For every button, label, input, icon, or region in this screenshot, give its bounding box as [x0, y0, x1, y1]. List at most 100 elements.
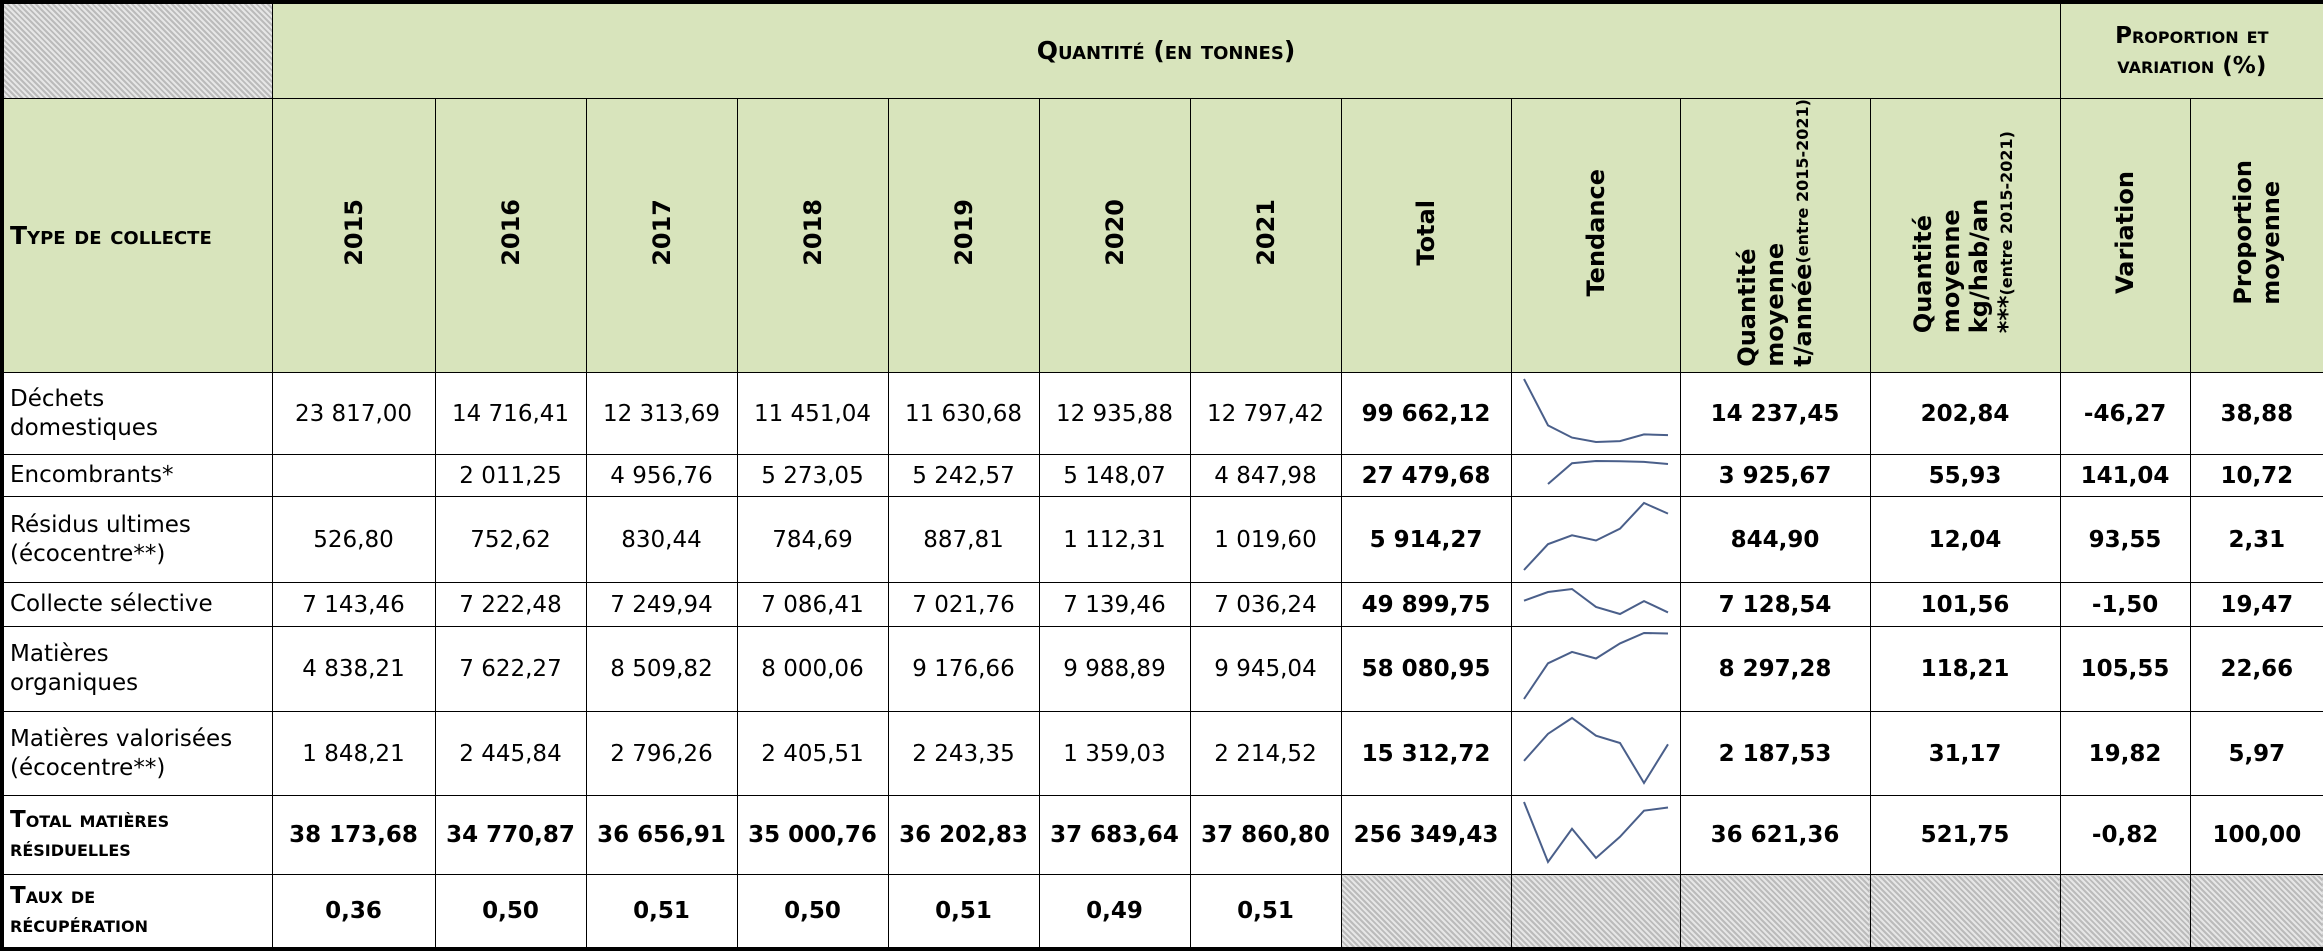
sparkline-line	[1546, 460, 1668, 485]
vertical-header: Quantité moyenne t/année(entre 2015-2021)	[1733, 98, 1817, 367]
cell: 844,90	[1679, 496, 1871, 584]
cell: 5 273,05	[736, 454, 889, 498]
cell: 14 716,41	[434, 372, 587, 456]
text-line: moyenne	[2256, 180, 2285, 305]
column-header: Quantité moyenne kg/hab/an ***(entre 2015-2…	[1869, 97, 2061, 374]
row-header: Type de collecte	[1, 97, 273, 374]
cell: 521,75	[1869, 795, 2061, 876]
sparkline-line	[1522, 502, 1668, 571]
header-line: Proportion et	[2115, 22, 2269, 49]
cell: 7 139,46	[1038, 582, 1191, 628]
corner	[1, 1, 273, 99]
cell: 12,04	[1869, 496, 2061, 584]
cell: 8 000,06	[736, 626, 889, 713]
text-line: moyenne	[1937, 209, 1966, 334]
cell: 5 242,57	[887, 454, 1040, 498]
cell: 1 848,21	[271, 711, 436, 797]
text-line: 2015	[339, 198, 368, 266]
cell: 2 011,25	[434, 454, 587, 498]
cell: 0,51	[887, 874, 1040, 950]
sparkline-cell	[1510, 711, 1681, 797]
row-label: Déchets domestiques	[1, 372, 273, 456]
cell: 0,36	[271, 874, 436, 950]
text-line: Résidus ultimes	[10, 511, 191, 538]
column-note: (entre 2015-2021)	[1793, 98, 1812, 264]
cell: 118,21	[1869, 626, 2061, 713]
text-line: Total matières	[10, 807, 170, 834]
empty-cell	[1510, 874, 1681, 950]
column-header: 2020	[1038, 97, 1191, 374]
cell: 11 451,04	[736, 372, 889, 456]
text-line: 2017	[647, 198, 676, 266]
sparkline	[1522, 801, 1668, 865]
cell: 3 925,67	[1679, 454, 1871, 498]
cell: 37 860,80	[1189, 795, 1342, 876]
vertical-header: Total	[1412, 200, 1440, 266]
group-header: Proportion et variation (%)	[2059, 1, 2323, 99]
cell: 1 019,60	[1189, 496, 1342, 584]
text-line: 2016	[496, 198, 525, 266]
cell: 0,50	[434, 874, 587, 950]
text-line: Matières valorisées	[10, 725, 233, 752]
cell: 11 630,68	[887, 372, 1040, 456]
cell: 12 797,42	[1189, 372, 1342, 456]
sparkline	[1522, 632, 1668, 700]
cell: 49 899,75	[1340, 582, 1512, 628]
row-label: Taux de récupération	[1, 874, 273, 950]
row-label: Résidus ultimes (écocentre**)	[1, 496, 273, 584]
cell: 15 312,72	[1340, 711, 1512, 797]
cell: 55,93	[1869, 454, 2061, 498]
text-line: (écocentre**)	[10, 540, 166, 567]
text-line: domestiques	[10, 414, 158, 441]
cell: 100,00	[2189, 795, 2323, 876]
cell: 27 479,68	[1340, 454, 1512, 498]
cell: 7 086,41	[736, 582, 889, 628]
text-line: kg/hab/an	[1965, 199, 1994, 334]
sparkline-line	[1522, 378, 1668, 444]
cell: 19,82	[2059, 711, 2191, 797]
cell: 36 621,36	[1679, 795, 1871, 876]
sparkline-cell	[1510, 372, 1681, 456]
column-header: Total	[1340, 97, 1512, 374]
cell: 2 187,53	[1679, 711, 1871, 797]
sparkline-cell	[1510, 496, 1681, 584]
vertical-header: 2015	[340, 199, 368, 266]
vertical-header: Variation	[2111, 171, 2139, 294]
cell: 9 988,89	[1038, 626, 1191, 713]
cell: 4 956,76	[585, 454, 738, 498]
cell: 14 237,45	[1679, 372, 1871, 456]
text-line: récupération	[10, 911, 148, 938]
cell: 5 914,27	[1340, 496, 1512, 584]
text-line: Déchets	[10, 385, 105, 412]
vertical-header: 2020	[1101, 199, 1129, 266]
vertical-header: 2016	[497, 199, 525, 266]
cell: 0,49	[1038, 874, 1191, 950]
cell: 1 359,03	[1038, 711, 1191, 797]
text-line: organiques	[10, 670, 139, 697]
cell: 9 945,04	[1189, 626, 1342, 713]
cell: 784,69	[736, 496, 889, 584]
cell: 36 202,83	[887, 795, 1040, 876]
vertical-header: 2018	[799, 199, 827, 266]
vertical-header: Tendance	[1582, 169, 1610, 297]
column-header: 2017	[585, 97, 738, 374]
text-line: Taux de	[10, 882, 96, 909]
sparkline-line	[1522, 632, 1668, 700]
empty-cell	[2189, 874, 2323, 950]
cell: 526,80	[271, 496, 436, 584]
text-line: 2019	[949, 198, 978, 266]
cell: 5,97	[2189, 711, 2323, 797]
text-line: Variation	[2111, 170, 2140, 294]
sparkline-line	[1522, 801, 1668, 865]
row-label: Collecte sélective	[1, 582, 273, 628]
cell: 99 662,12	[1340, 372, 1512, 456]
column-header: 2018	[736, 97, 889, 374]
cell: 93,55	[2059, 496, 2191, 584]
text-line: t/année	[1789, 263, 1817, 367]
cell: 7 222,48	[434, 582, 587, 628]
sparkline	[1522, 378, 1668, 444]
data-row: Matières organiques 4 838,21 7 622,27 8 509,…	[1, 626, 2323, 713]
cell: 7 622,27	[434, 626, 587, 713]
cell	[271, 454, 436, 498]
